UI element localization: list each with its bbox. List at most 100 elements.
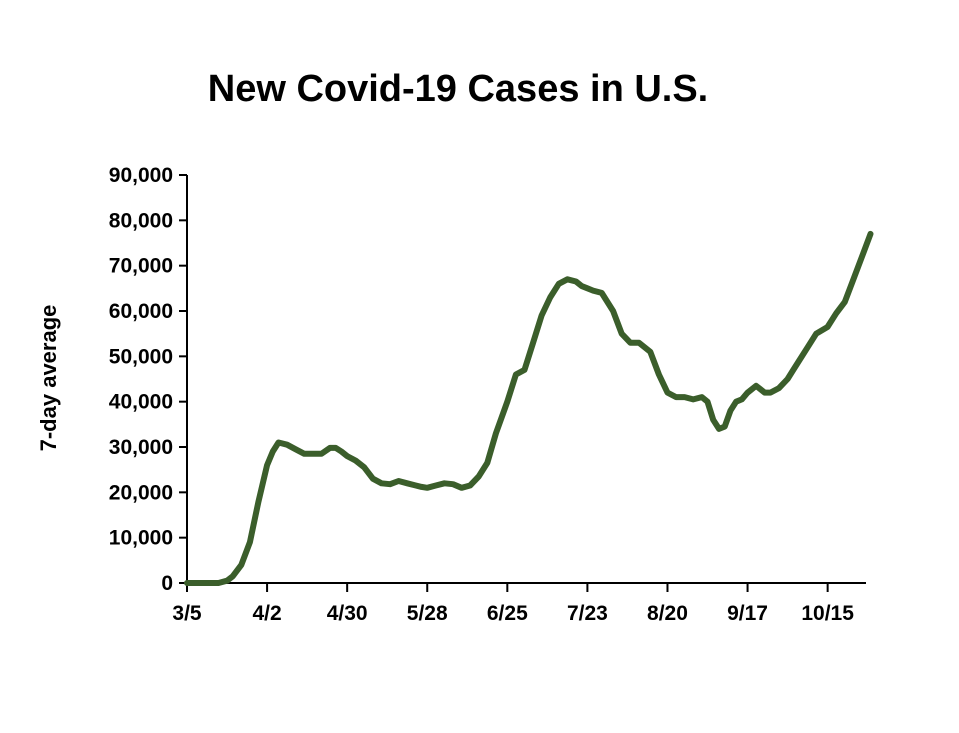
- data-point: [600, 291, 604, 295]
- data-point: [505, 400, 509, 404]
- y-axis: 0 10,000 20,000 30,000 40,000 50,000 60,000 70,…: [109, 164, 188, 595]
- data-point: [540, 314, 544, 317]
- data-point: [231, 574, 235, 578]
- series-line: [184, 230, 874, 586]
- data-point: [205, 581, 209, 585]
- data-point: [248, 540, 252, 544]
- data-point: [380, 481, 383, 485]
- data-point: [434, 484, 438, 487]
- data-point: [362, 465, 366, 469]
- y-tick-label: 0: [161, 572, 173, 595]
- data-point: [334, 446, 338, 450]
- data-point: [851, 277, 855, 281]
- data-point: [791, 368, 795, 372]
- data-point: [425, 486, 429, 490]
- data-point: [294, 447, 298, 451]
- data-point: [485, 461, 489, 465]
- x-tick-label: 4/2: [252, 602, 281, 625]
- data-point: [637, 341, 641, 345]
- data-point: [591, 289, 595, 293]
- data-point: [657, 373, 661, 376]
- x-tick-label: 7/23: [567, 602, 608, 625]
- series-group: [184, 230, 874, 586]
- data-point: [311, 452, 315, 456]
- data-point: [834, 311, 838, 315]
- y-tick-label: 50,000: [109, 345, 173, 368]
- data-point: [217, 581, 220, 585]
- data-point: [548, 295, 552, 299]
- data-point: [574, 280, 578, 283]
- data-point: [826, 325, 830, 329]
- data-point: [477, 475, 481, 478]
- data-point: [420, 485, 423, 489]
- data-point: [728, 409, 732, 413]
- data-point: [468, 484, 472, 487]
- data-point: [648, 350, 652, 354]
- data-point: [185, 581, 189, 585]
- y-tick-label: 70,000: [109, 255, 173, 278]
- data-point: [763, 391, 767, 395]
- data-point: [585, 286, 589, 290]
- x-tick-label: 8/20: [647, 602, 688, 625]
- x-tick-label: 6/25: [487, 602, 528, 625]
- data-point: [723, 425, 727, 429]
- data-point: [754, 384, 758, 388]
- data-point: [786, 377, 790, 381]
- data-point: [265, 463, 269, 467]
- data-point: [628, 341, 632, 345]
- data-point: [414, 484, 418, 487]
- data-point: [674, 395, 678, 399]
- data-point: [691, 397, 695, 401]
- data-point: [277, 441, 280, 444]
- data-point: [460, 486, 464, 490]
- data-point: [734, 400, 738, 404]
- data-point: [620, 332, 624, 336]
- data-point: [328, 446, 332, 450]
- data-point: [797, 359, 801, 363]
- data-point: [319, 452, 323, 456]
- data-point: [740, 397, 744, 401]
- data-point: [271, 450, 275, 453]
- data-point: [397, 479, 401, 483]
- data-point: [683, 395, 687, 399]
- data-point: [869, 232, 872, 236]
- data-point: [557, 282, 561, 286]
- data-point: [666, 391, 669, 395]
- data-point: [860, 255, 864, 259]
- data-point: [843, 300, 847, 304]
- data-point: [345, 454, 349, 458]
- data-point: [388, 482, 392, 486]
- y-tick-label: 90,000: [109, 164, 173, 187]
- data-point: [611, 309, 615, 313]
- y-tick-label: 60,000: [109, 300, 173, 323]
- data-point: [711, 418, 715, 422]
- y-tick-label: 20,000: [109, 481, 173, 504]
- data-point: [746, 391, 750, 395]
- data-point: [405, 481, 409, 485]
- data-point: [717, 427, 721, 431]
- data-point: [302, 452, 306, 456]
- data-point: [565, 277, 569, 281]
- data-point: [339, 450, 343, 453]
- data-point: [523, 368, 526, 372]
- data-point: [814, 332, 818, 336]
- data-point: [354, 459, 358, 463]
- y-tick-label: 30,000: [109, 436, 173, 459]
- data-point: [806, 345, 810, 349]
- x-tick-label: 10/15: [801, 602, 854, 625]
- data-point: [531, 341, 535, 345]
- data-point: [257, 499, 260, 503]
- x-tick-label: 4/30: [327, 602, 368, 625]
- data-point: [706, 400, 709, 404]
- data-point: [371, 477, 375, 481]
- x-tick-label: 3/5: [172, 602, 202, 625]
- x-tick-label: 9/17: [727, 602, 768, 625]
- x-tick-label: 5/28: [407, 602, 448, 625]
- data-point: [225, 579, 229, 583]
- y-axis-label: 7-day average: [36, 305, 61, 452]
- y-tick-label: 80,000: [109, 209, 173, 232]
- data-point: [442, 481, 446, 485]
- y-tick-label: 10,000: [109, 527, 173, 550]
- data-point: [239, 563, 243, 567]
